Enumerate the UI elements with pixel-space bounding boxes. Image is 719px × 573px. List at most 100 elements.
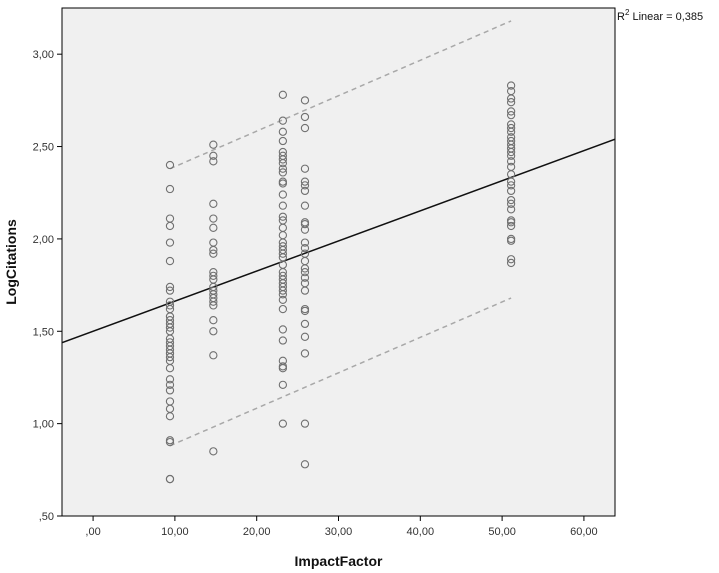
data-point <box>209 271 218 281</box>
data-point <box>506 181 516 190</box>
data-point <box>300 243 310 253</box>
data-point <box>165 286 175 295</box>
data-point <box>278 155 288 164</box>
data-point <box>300 286 310 295</box>
data-point <box>165 380 175 389</box>
data-point <box>506 123 516 133</box>
data-point <box>506 151 516 160</box>
data-point <box>278 364 288 373</box>
data-point <box>506 205 516 214</box>
data-point <box>300 219 310 229</box>
data-point <box>506 218 516 227</box>
axis-layer: ,00 10,00 20,00 30,00 40,00 50,00 60,00 ,50 1,00… <box>33 49 598 538</box>
data-point <box>300 123 310 133</box>
y-tick-label: 1,00 <box>33 419 54 431</box>
y-tick-label: ,50 <box>39 511 54 523</box>
data-point <box>209 297 218 306</box>
data-point <box>300 306 310 316</box>
data-point <box>506 221 516 231</box>
data-point <box>165 323 175 332</box>
data-point <box>165 364 175 373</box>
data-point <box>506 107 516 116</box>
data-point <box>506 236 516 245</box>
y-tick-label: 1,50 <box>33 326 54 338</box>
data-point <box>506 147 516 157</box>
data-point <box>165 474 175 484</box>
data-points-layer <box>165 81 516 484</box>
data-point <box>209 249 218 258</box>
data-point <box>278 90 288 99</box>
data-point <box>506 98 516 107</box>
data-point <box>300 349 310 358</box>
x-tick-label: 50,00 <box>488 526 516 538</box>
data-point <box>165 386 175 395</box>
data-point <box>506 110 516 120</box>
y-tick-label: 3,00 <box>33 49 54 61</box>
data-point <box>209 140 218 149</box>
data-point <box>278 127 288 136</box>
data-point <box>278 212 288 221</box>
data-point <box>165 238 175 247</box>
y-tick-label: 2,00 <box>33 234 54 246</box>
data-point <box>278 336 288 345</box>
clipped-lines <box>62 20 615 447</box>
data-point <box>278 190 288 199</box>
data-point <box>300 225 310 234</box>
y-tick-label: 2,50 <box>33 142 54 154</box>
lower-confidence-line <box>169 297 512 447</box>
data-point <box>506 94 516 103</box>
data-point <box>300 419 310 428</box>
data-point <box>278 286 288 295</box>
data-point <box>300 332 310 341</box>
data-point <box>300 186 310 196</box>
plot-area <box>61 7 616 517</box>
data-point <box>209 301 218 310</box>
x-tick-label: 40,00 <box>407 526 435 538</box>
y-axis-title: LogCitations <box>3 219 19 305</box>
data-point <box>506 195 516 205</box>
data-point <box>300 319 310 329</box>
data-point <box>506 199 516 208</box>
data-point <box>278 159 288 168</box>
data-point <box>300 201 310 210</box>
data-point <box>209 157 218 166</box>
data-point <box>165 221 175 231</box>
data-point <box>278 325 288 334</box>
x-tick-label: ,00 <box>85 526 100 538</box>
data-point <box>506 81 516 90</box>
data-point <box>506 255 516 264</box>
data-point <box>506 186 516 196</box>
data-point <box>278 201 288 210</box>
data-point <box>209 447 218 456</box>
data-point <box>209 327 218 336</box>
x-tick-label: 10,00 <box>161 526 189 538</box>
r2-linear-annotation: R2 Linear = 0,385 <box>617 8 703 23</box>
data-point <box>300 96 310 105</box>
data-point <box>278 179 288 188</box>
data-point <box>165 282 175 292</box>
data-point <box>165 412 175 421</box>
data-point <box>300 268 310 277</box>
data-point <box>165 301 175 310</box>
data-point <box>278 380 288 389</box>
data-point <box>165 375 175 384</box>
data-point <box>506 127 516 136</box>
x-tick-label: 30,00 <box>325 526 353 538</box>
upper-confidence-line <box>169 20 512 170</box>
data-point <box>300 264 310 273</box>
data-point <box>300 112 310 122</box>
data-point <box>209 351 218 360</box>
data-point <box>506 157 516 166</box>
data-point <box>278 249 288 258</box>
data-point <box>278 136 288 146</box>
x-tick-label: 60,00 <box>570 526 598 538</box>
linear-fit-line <box>62 138 615 344</box>
data-point <box>209 223 218 232</box>
x-tick-label: 20,00 <box>243 526 271 538</box>
data-point <box>165 352 175 362</box>
data-point <box>278 290 288 299</box>
data-point <box>278 168 288 177</box>
data-point <box>300 164 310 173</box>
